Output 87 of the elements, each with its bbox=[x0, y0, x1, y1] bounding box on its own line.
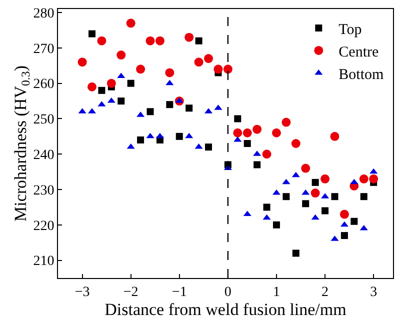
point bbox=[156, 132, 164, 138]
point bbox=[302, 200, 310, 208]
point bbox=[234, 115, 242, 122]
point bbox=[166, 80, 174, 86]
y-tick-label: 280 bbox=[33, 6, 54, 22]
point bbox=[146, 36, 155, 46]
point bbox=[360, 193, 368, 200]
point bbox=[272, 128, 281, 138]
point bbox=[136, 64, 146, 74]
point bbox=[292, 250, 300, 257]
x-tick-label: 3 bbox=[370, 284, 378, 300]
point bbox=[340, 232, 348, 240]
point bbox=[214, 64, 223, 74]
point bbox=[242, 128, 252, 138]
point bbox=[166, 101, 174, 108]
x-tick-label: −2 bbox=[123, 284, 138, 300]
point bbox=[331, 193, 338, 200]
point bbox=[320, 174, 330, 184]
point bbox=[155, 36, 164, 46]
point bbox=[370, 168, 378, 174]
point bbox=[301, 164, 310, 173]
point bbox=[126, 18, 136, 28]
point bbox=[146, 108, 154, 116]
point bbox=[243, 210, 252, 216]
point bbox=[311, 214, 320, 220]
point bbox=[98, 86, 106, 94]
point bbox=[204, 54, 214, 64]
y-tick-label: 220 bbox=[33, 218, 54, 234]
point bbox=[254, 161, 261, 168]
point bbox=[292, 172, 300, 178]
point bbox=[176, 132, 183, 140]
point bbox=[350, 178, 358, 184]
point bbox=[262, 214, 271, 220]
point bbox=[194, 58, 204, 67]
point bbox=[195, 37, 202, 44]
y-tick-label: 270 bbox=[33, 42, 54, 57]
point bbox=[369, 174, 378, 184]
y-tick-label: 210 bbox=[33, 254, 54, 270]
point bbox=[291, 139, 300, 148]
point bbox=[118, 98, 125, 105]
point bbox=[87, 82, 96, 92]
x-tick-label: −3 bbox=[74, 284, 90, 300]
point bbox=[78, 58, 87, 67]
point bbox=[282, 118, 291, 127]
point bbox=[185, 132, 194, 138]
legend-label: Centre bbox=[338, 44, 379, 60]
legend-label: Top bbox=[338, 22, 362, 38]
y-tick-label: 260 bbox=[33, 77, 54, 92]
point bbox=[359, 174, 368, 184]
point bbox=[330, 132, 340, 141]
point bbox=[350, 218, 358, 225]
point bbox=[223, 64, 232, 74]
point bbox=[282, 193, 290, 200]
point bbox=[186, 104, 193, 112]
point bbox=[252, 124, 262, 134]
point bbox=[262, 150, 272, 159]
point bbox=[263, 204, 270, 211]
x-tick-label: 1 bbox=[272, 284, 280, 300]
point bbox=[234, 136, 242, 142]
point bbox=[282, 178, 290, 184]
point bbox=[310, 188, 320, 198]
point bbox=[137, 136, 144, 144]
point bbox=[244, 140, 251, 147]
point bbox=[312, 178, 319, 186]
point bbox=[106, 78, 116, 88]
point bbox=[322, 207, 329, 214]
x-tick-label: 2 bbox=[322, 284, 329, 300]
point bbox=[360, 224, 368, 230]
point bbox=[340, 221, 348, 227]
y-tick-label: 230 bbox=[33, 183, 54, 198]
point bbox=[184, 32, 194, 42]
point bbox=[233, 128, 242, 138]
point bbox=[116, 50, 126, 60]
point bbox=[146, 132, 154, 138]
x-tick-label: −1 bbox=[172, 284, 187, 300]
legend-label: Bottom bbox=[338, 66, 384, 83]
y-tick-label: 240 bbox=[33, 148, 54, 164]
x-tick-label: 0 bbox=[224, 284, 232, 300]
y-tick-label: 250 bbox=[33, 112, 54, 128]
x-axis-title: Distance from weld fusion line/mm bbox=[104, 300, 346, 319]
point bbox=[272, 221, 280, 228]
point bbox=[165, 68, 174, 78]
point bbox=[127, 80, 134, 87]
point bbox=[205, 144, 212, 151]
point bbox=[97, 36, 106, 46]
point bbox=[340, 210, 349, 219]
point bbox=[88, 30, 96, 38]
